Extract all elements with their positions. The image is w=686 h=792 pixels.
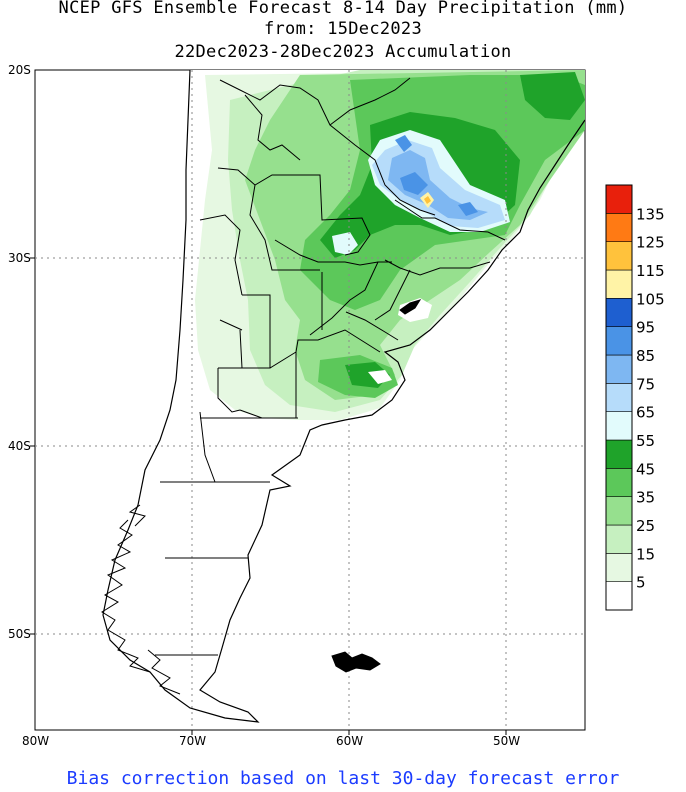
legend-swatch bbox=[605, 439, 633, 469]
legend-swatch bbox=[605, 184, 633, 214]
precip-band-115 bbox=[424, 196, 431, 204]
lon-label-60w: 60W bbox=[336, 734, 363, 748]
falkland-islands bbox=[331, 651, 381, 673]
legend-swatch bbox=[605, 383, 633, 412]
coastline bbox=[102, 70, 585, 723]
legend-swatch bbox=[605, 553, 633, 582]
legend-swatch bbox=[605, 213, 633, 242]
legend-level-label: 25 bbox=[636, 517, 655, 535]
lon-label-70w: 70W bbox=[179, 734, 206, 748]
title-line-2: from: 15Dec2023 bbox=[263, 19, 423, 39]
legend-level-label: 135 bbox=[636, 205, 665, 223]
legend-level-label: 45 bbox=[636, 460, 655, 478]
lat-label-30s: 30S bbox=[8, 251, 31, 265]
lat-label-50s: 50S bbox=[8, 627, 31, 641]
legend-swatch bbox=[605, 241, 633, 271]
political-borders bbox=[155, 77, 506, 656]
legend-level-label: 65 bbox=[636, 404, 655, 422]
precip-band-85 bbox=[388, 150, 488, 220]
legend-level-label: 5 bbox=[636, 574, 646, 592]
title-line-1: NCEP GFS Ensemble Forecast 8-14 Day Prec… bbox=[58, 0, 628, 18]
bias-correction-note: Bias correction based on last 30-day for… bbox=[66, 768, 620, 789]
precip-band-55c bbox=[520, 72, 585, 120]
precip-legend: 5 15 25 35 45 55 65 75 85 95 105 115 125 135 bbox=[605, 184, 665, 611]
lon-label-80w: 80W bbox=[22, 734, 49, 748]
rio-de-la-plata bbox=[345, 311, 399, 341]
precip-band-95 bbox=[395, 135, 478, 216]
lat-label-40s: 40S bbox=[8, 439, 31, 453]
dry-patch-uruguay bbox=[398, 298, 432, 322]
dry-patch-bsas bbox=[368, 370, 392, 384]
lagoa bbox=[399, 299, 422, 315]
legend-outline bbox=[605, 184, 633, 611]
legend-swatch bbox=[605, 298, 633, 327]
legend-level-label: 95 bbox=[636, 319, 655, 337]
legend-swatch bbox=[605, 581, 633, 611]
legend-swatch bbox=[605, 411, 633, 441]
legend-level-label: 75 bbox=[636, 375, 655, 393]
legend-level-label: 85 bbox=[636, 347, 655, 365]
legend-swatch bbox=[605, 524, 633, 554]
lat-label-20s: 20S bbox=[8, 63, 31, 77]
precip-band-65b bbox=[332, 232, 358, 255]
precip-field bbox=[35, 70, 585, 730]
legend-level-label: 115 bbox=[636, 262, 665, 280]
legend-level-label: 55 bbox=[636, 432, 655, 450]
legend-level-label: 35 bbox=[636, 489, 655, 507]
chile-islands bbox=[101, 504, 181, 695]
tick-marks bbox=[30, 257, 507, 735]
legend-swatch bbox=[605, 354, 633, 384]
legend-level-label: 15 bbox=[636, 545, 655, 563]
legend-swatch bbox=[605, 326, 633, 356]
title-line-3: 22Dec2023-28Dec2023 Accumulation bbox=[174, 42, 512, 62]
gridlines bbox=[35, 70, 585, 730]
legend-level-label: 105 bbox=[636, 290, 665, 308]
legend-level-label: 125 bbox=[636, 234, 665, 252]
legend-swatch bbox=[605, 269, 633, 299]
legend-swatch bbox=[605, 468, 633, 497]
legend-swatch bbox=[605, 496, 633, 526]
lon-label-50w: 50W bbox=[493, 734, 520, 748]
